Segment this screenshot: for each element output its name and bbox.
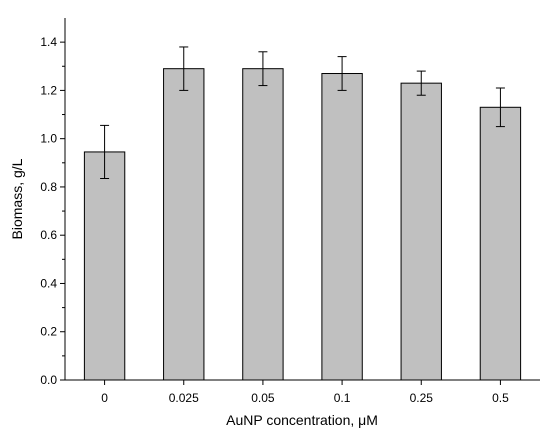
y-tick-label-5: 1.0 [40, 132, 57, 146]
axes-group [64, 18, 540, 381]
x-tick-label-5: 0.5 [492, 391, 509, 405]
y-tick-label-1: 0.2 [40, 325, 57, 339]
y-tick-label-2: 0.4 [40, 276, 57, 290]
bar-5 [479, 106, 522, 381]
x-tick-label-3: 0.1 [334, 391, 351, 405]
y-tick-label-4: 0.8 [40, 180, 57, 194]
x-axis-title: AuNP concentration, μM [226, 412, 378, 428]
bar-0 [83, 151, 126, 381]
x-tick-label-4: 0.25 [410, 391, 434, 405]
y-tick-label-3: 0.6 [40, 228, 57, 242]
y-tick-label-7: 1.4 [40, 35, 57, 49]
bar-3 [321, 73, 363, 381]
x-tick-label-1: 0.025 [169, 391, 199, 405]
error-bars-group [100, 46, 505, 179]
x-tick-label-0: 0 [101, 391, 108, 405]
y-ticks-group: 0.0 0.2 0.4 0.6 0.8 1.0 1.2 1.4 [40, 35, 65, 387]
x-ticks-group: 0 0.025 0.05 0.1 0.25 0.5 [101, 380, 509, 405]
bar-2 [242, 68, 284, 381]
bar-1 [163, 68, 205, 381]
x-tick-label-2: 0.05 [251, 391, 275, 405]
y-axis-title: Biomass, g/L [9, 158, 25, 239]
bar-4 [400, 82, 442, 381]
bars-group [83, 68, 522, 381]
y-tick-label-0: 0.0 [40, 373, 57, 387]
y-tick-label-6: 1.2 [40, 83, 57, 97]
